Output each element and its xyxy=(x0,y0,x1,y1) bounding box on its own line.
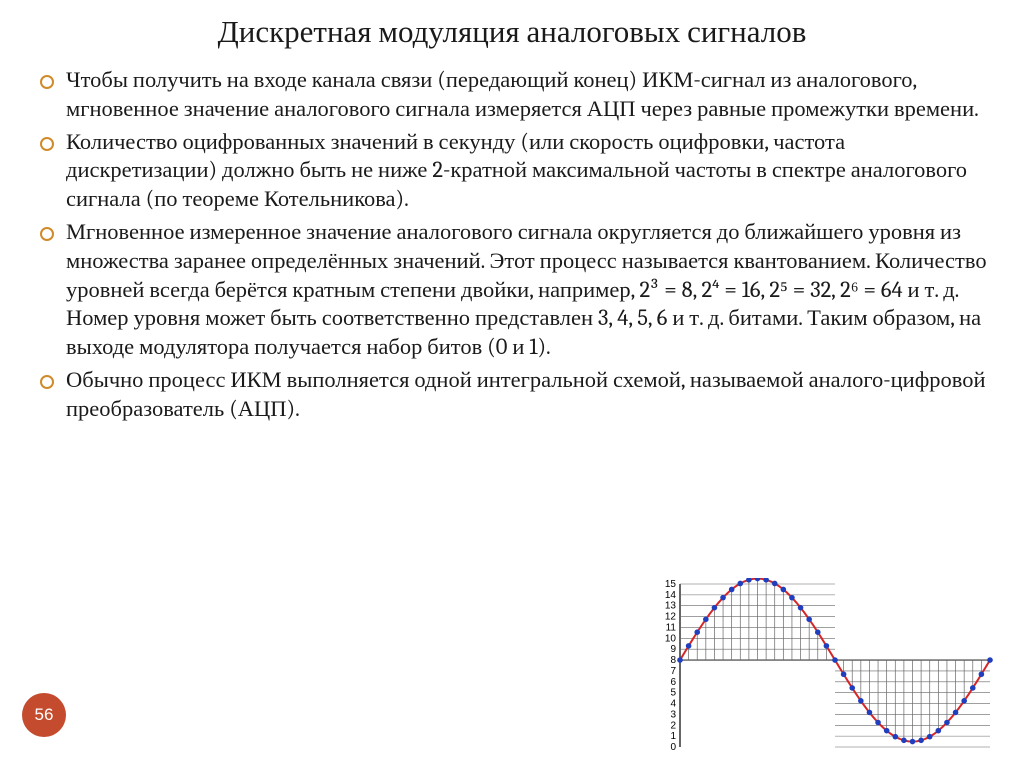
svg-text:9: 9 xyxy=(670,644,676,655)
svg-text:8: 8 xyxy=(670,655,676,666)
bullet-item: Чтобы получить на входе канала связи (пе… xyxy=(40,66,990,124)
bullet-item: Мгновенное измеренное значение аналогово… xyxy=(40,218,990,362)
page-number-badge: 56 xyxy=(22,693,66,737)
page-number: 56 xyxy=(35,705,54,725)
svg-text:7: 7 xyxy=(670,666,676,677)
svg-text:6: 6 xyxy=(670,677,676,688)
svg-text:12: 12 xyxy=(665,612,677,623)
svg-text:15: 15 xyxy=(665,579,677,590)
svg-text:11: 11 xyxy=(666,622,677,633)
svg-text:5: 5 xyxy=(670,688,676,699)
content-area: Чтобы получить на входе канала связи (пе… xyxy=(0,66,1024,424)
svg-text:13: 13 xyxy=(665,601,677,612)
page-title: Дискретная модуляция аналоговых сигналов xyxy=(0,0,1024,66)
bullet-item: Обычно процесс ИКМ выполняется одной инт… xyxy=(40,366,990,424)
svg-text:14: 14 xyxy=(665,590,677,601)
bullet-item: Количество оцифрованных значений в секун… xyxy=(40,128,990,214)
chart-svg: 0123456789101112131415 xyxy=(656,578,996,753)
svg-text:1: 1 xyxy=(670,731,676,742)
svg-text:10: 10 xyxy=(665,633,677,644)
svg-text:4: 4 xyxy=(670,699,676,710)
svg-text:3: 3 xyxy=(670,709,676,720)
sampling-chart: 0123456789101112131415 xyxy=(656,578,996,757)
bullet-list: Чтобы получить на входе канала связи (пе… xyxy=(40,66,990,424)
svg-text:2: 2 xyxy=(670,720,676,731)
svg-text:0: 0 xyxy=(670,742,676,753)
